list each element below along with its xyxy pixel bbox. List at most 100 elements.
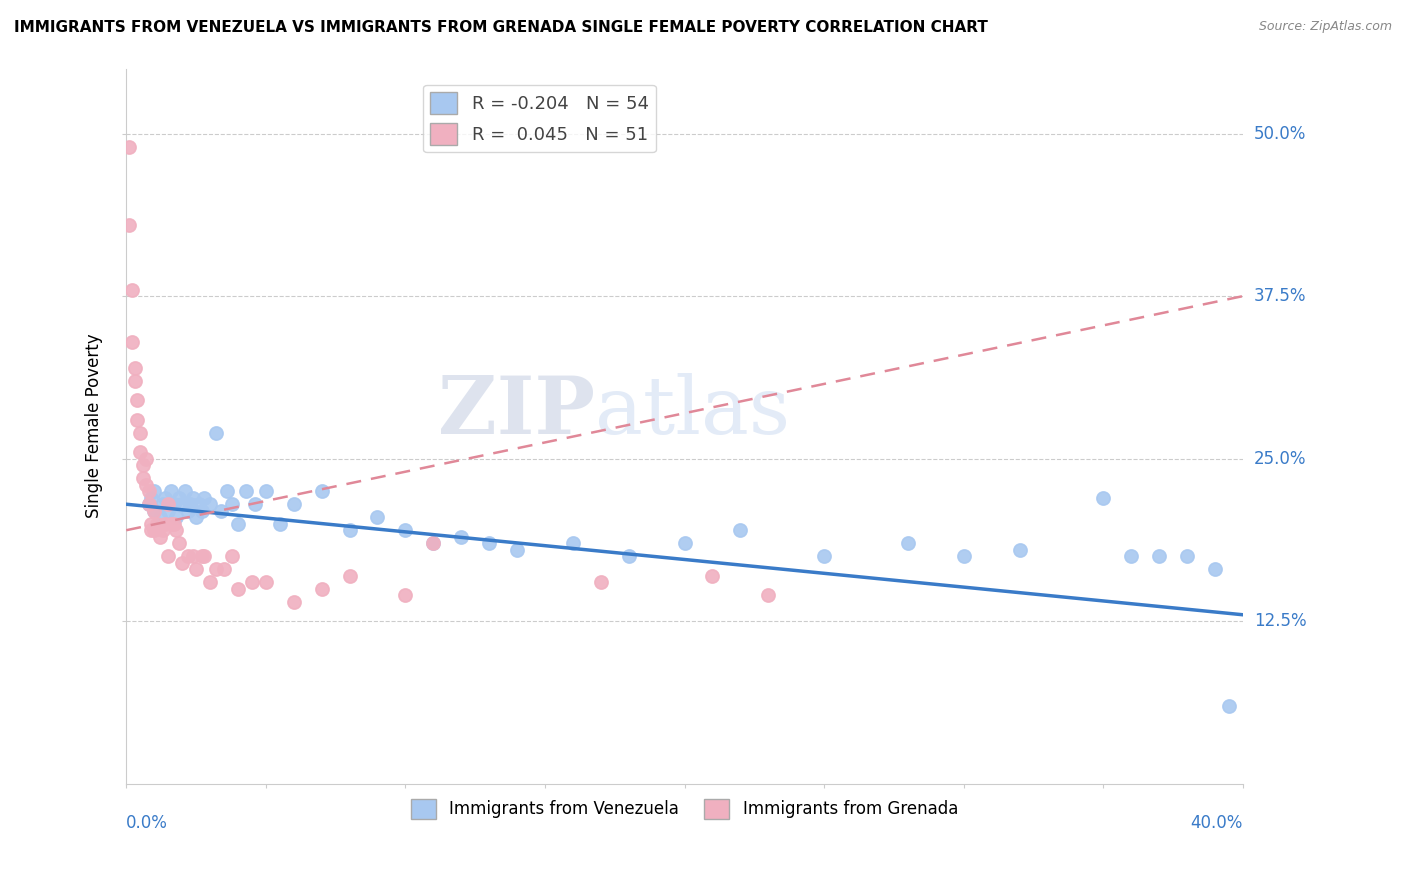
Point [240,575,263,590]
Point [157,549,180,564]
Point [135,477,157,491]
Y-axis label: Single Female Poverty: Single Female Poverty [86,334,103,518]
Point [394,523,416,537]
Point [283,595,305,609]
Text: ZIP: ZIP [439,373,595,450]
Point [155,516,177,531]
Point [269,516,291,531]
Point [756,588,779,602]
Point [152,523,174,537]
Point [226,516,249,531]
Point [157,504,180,518]
Point [221,497,243,511]
Point [129,445,152,459]
Point [127,393,149,408]
Text: Source: ZipAtlas.com: Source: ZipAtlas.com [1258,20,1392,33]
Point [209,504,232,518]
Point [193,549,215,564]
Point [506,542,529,557]
Point [366,510,388,524]
Point [193,491,215,505]
Text: IMMIGRANTS FROM VENEZUELA VS IMMIGRANTS FROM GRENADA SINGLE FEMALE POVERTY CORRE: IMMIGRANTS FROM VENEZUELA VS IMMIGRANTS … [14,20,988,35]
Point [167,491,190,505]
Point [135,451,157,466]
Point [254,575,277,590]
Point [1121,549,1143,564]
Point [181,491,204,505]
Point [283,497,305,511]
Point [129,425,152,440]
Point [124,374,146,388]
Point [422,536,444,550]
Point [170,556,193,570]
Point [141,516,163,531]
Point [478,536,501,550]
Point [198,497,221,511]
Point [897,536,920,550]
Point [149,530,172,544]
Point [198,575,221,590]
Point [561,536,583,550]
Text: 37.5%: 37.5% [1254,287,1306,305]
Point [184,562,207,576]
Point [226,582,249,596]
Point [221,549,243,564]
Point [813,549,835,564]
Point [141,491,163,505]
Point [394,588,416,602]
Point [204,425,226,440]
Point [730,523,752,537]
Point [204,562,226,576]
Point [254,484,277,499]
Point [176,549,198,564]
Point [138,497,160,511]
Text: 12.5%: 12.5% [1254,612,1306,631]
Point [141,523,163,537]
Point [952,549,974,564]
Point [127,412,149,426]
Point [160,484,183,499]
Point [132,471,155,485]
Point [163,516,186,531]
Point [243,497,266,511]
Text: 25.0%: 25.0% [1254,450,1306,467]
Text: 0.0%: 0.0% [127,814,169,832]
Point [1218,698,1240,713]
Point [187,497,209,511]
Point [118,218,141,232]
Point [176,504,198,518]
Point [190,549,212,564]
Point [138,484,160,499]
Point [152,497,174,511]
Point [1092,491,1115,505]
Point [339,568,361,582]
Point [173,484,195,499]
Point [146,516,169,531]
Point [118,139,141,153]
Point [167,536,190,550]
Point [124,360,146,375]
Point [149,510,172,524]
Point [617,549,640,564]
Point [143,484,166,499]
Point [235,484,257,499]
Point [138,497,160,511]
Point [166,510,188,524]
Point [179,497,201,511]
Point [1008,542,1031,557]
Point [702,568,724,582]
Point [143,504,166,518]
Point [155,491,177,505]
Point [190,504,212,518]
Point [121,334,143,349]
Legend: Immigrants from Venezuela, Immigrants from Grenada: Immigrants from Venezuela, Immigrants fr… [405,792,965,826]
Point [422,536,444,550]
Point [450,530,472,544]
Point [1147,549,1170,564]
Point [339,523,361,537]
Point [170,497,193,511]
Text: 50.0%: 50.0% [1254,125,1306,143]
Point [181,549,204,564]
Point [1175,549,1198,564]
Point [212,562,235,576]
